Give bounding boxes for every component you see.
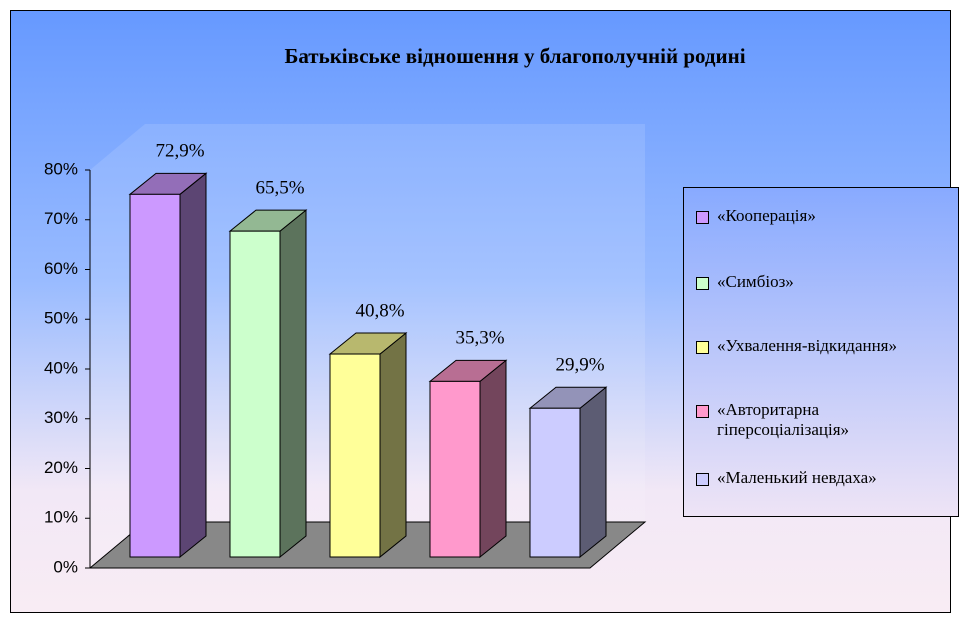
bar-side — [379, 331, 407, 559]
y-tick-label: 40% — [44, 358, 78, 377]
legend-item: «Ухвалення-відкидання» — [696, 336, 946, 356]
data-label: 72,9% — [155, 141, 204, 162]
legend-swatch — [696, 277, 709, 290]
bar-side — [579, 386, 607, 559]
data-label: 65,5% — [255, 177, 304, 198]
bar-side — [279, 209, 307, 559]
legend-label: «Маленький невдаха» — [717, 468, 877, 487]
legend-swatch — [696, 341, 709, 354]
y-tick-label: 70% — [44, 209, 78, 228]
legend-item: «Маленький невдаха» — [696, 468, 946, 488]
data-label: 29,9% — [555, 355, 604, 376]
legend-swatch — [696, 405, 709, 418]
legend-item: «Кооперація» — [696, 206, 946, 226]
bar — [129, 193, 181, 558]
bar-side — [179, 172, 207, 559]
legend-label: «Симбіоз» — [717, 272, 794, 291]
y-tick-label: 30% — [44, 408, 78, 427]
y-tick-label: 10% — [44, 508, 78, 527]
data-label: 40,8% — [355, 300, 404, 321]
bar — [429, 380, 481, 558]
y-tick-label: 0% — [53, 557, 78, 576]
y-tick-label: 50% — [44, 309, 78, 328]
legend: «Кооперація» «Симбіоз» «Ухвалення-відкидан… — [683, 187, 959, 517]
legend-item: «Авторитарна гіперсоціалізація» — [696, 400, 946, 440]
legend-swatch — [696, 211, 709, 224]
data-label: 35,3% — [455, 328, 504, 349]
legend-swatch — [696, 473, 709, 486]
y-tick-label: 20% — [44, 458, 78, 477]
bar — [329, 353, 381, 558]
legend-label: «Авторитарна гіперсоціалізація» — [717, 400, 850, 439]
legend-label: «Кооперація» — [717, 206, 816, 225]
legend-label: «Ухвалення-відкидання» — [717, 336, 898, 355]
y-tick-label: 80% — [44, 159, 78, 178]
bar-side — [479, 359, 507, 559]
legend-item: «Симбіоз» — [696, 272, 946, 292]
chart-title: Батьківське відношення у благополучній р… — [284, 44, 745, 68]
bar — [529, 407, 581, 558]
y-tick-label: 60% — [44, 259, 78, 278]
bar — [229, 230, 281, 558]
